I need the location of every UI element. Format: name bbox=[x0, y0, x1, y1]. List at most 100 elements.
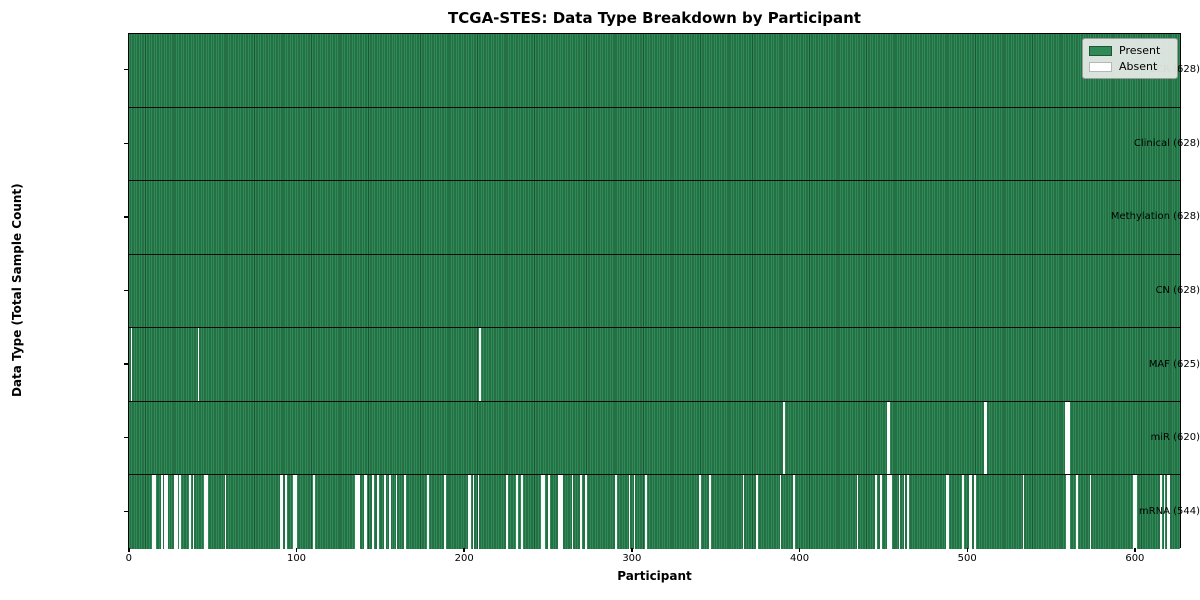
heatmap-row-bcr bbox=[129, 34, 1180, 108]
absent-mark bbox=[756, 475, 758, 549]
absent-mark bbox=[506, 475, 508, 549]
absent-mark bbox=[521, 475, 524, 549]
absent-mark bbox=[395, 475, 398, 549]
x-tick-label-600: 600 bbox=[1125, 553, 1145, 564]
absent-mark bbox=[890, 475, 892, 549]
absent-mark bbox=[615, 475, 617, 549]
absent-mark bbox=[1064, 401, 1067, 475]
absent-mark bbox=[541, 475, 544, 549]
absent-mark bbox=[1067, 475, 1070, 549]
absent-mark bbox=[294, 475, 297, 549]
absent-mark bbox=[152, 475, 155, 549]
absent-mark bbox=[358, 475, 361, 549]
heatmap-plot-area bbox=[128, 33, 1181, 549]
absent-mark bbox=[365, 475, 368, 549]
absent-mark bbox=[224, 475, 227, 549]
absent-mark bbox=[313, 475, 316, 549]
absent-mark bbox=[969, 475, 971, 549]
absent-mark bbox=[189, 475, 192, 549]
absent-mark bbox=[175, 475, 178, 549]
absent-mark bbox=[888, 475, 891, 549]
absent-mark bbox=[516, 475, 518, 549]
absent-mark bbox=[561, 475, 564, 549]
absent-mark bbox=[645, 475, 648, 549]
absent-mark bbox=[197, 328, 200, 401]
absent-mark bbox=[383, 475, 386, 549]
absent-mark bbox=[357, 475, 359, 549]
heatmap-row-mrna bbox=[129, 475, 1180, 549]
absent-mark bbox=[204, 475, 207, 549]
absent-mark bbox=[580, 475, 582, 549]
x-tick-label-500: 500 bbox=[957, 553, 977, 564]
heatmap-row-cn bbox=[129, 254, 1180, 329]
legend-entry-present: Present bbox=[1089, 45, 1170, 56]
absent-mark bbox=[1022, 475, 1025, 549]
y-tick-mark bbox=[124, 510, 128, 512]
y-tick-mark bbox=[124, 289, 128, 292]
absent-mark bbox=[130, 328, 133, 401]
absent-mark bbox=[907, 475, 909, 549]
absent-mark bbox=[903, 475, 906, 549]
legend-label-absent: Absent bbox=[1119, 60, 1158, 73]
absent-mark bbox=[548, 475, 550, 549]
absent-mark bbox=[974, 475, 976, 549]
absent-mark bbox=[477, 475, 480, 549]
x-axis-label: Participant bbox=[617, 569, 692, 583]
absent-mark bbox=[699, 475, 701, 549]
y-axis-label: Data Type (Total Sample Count) bbox=[10, 183, 24, 398]
y-tick-label-mir: miR (620) bbox=[1150, 432, 1200, 444]
absent-mark bbox=[444, 475, 446, 549]
legend: Present Absent bbox=[1082, 38, 1178, 79]
heatmap-row-mir bbox=[129, 401, 1180, 476]
y-tick-mark bbox=[124, 69, 128, 71]
absent-mark bbox=[709, 475, 711, 549]
absent-mark bbox=[558, 475, 560, 549]
absent-mark bbox=[192, 475, 195, 549]
y-tick-label-clinical: Clinical (628) bbox=[1133, 137, 1200, 149]
x-tick-mark bbox=[1134, 548, 1136, 552]
absent-mark bbox=[886, 401, 889, 475]
absent-mark bbox=[1066, 401, 1068, 475]
absent-mark bbox=[355, 475, 358, 549]
absent-mark bbox=[427, 475, 430, 549]
y-tick-mark bbox=[124, 142, 128, 145]
x-tick-mark bbox=[798, 548, 801, 552]
x-tick-label-400: 400 bbox=[789, 553, 810, 564]
absent-mark bbox=[165, 475, 168, 549]
y-tick-label-cn: CN (628) bbox=[1155, 285, 1200, 296]
absent-mark bbox=[1135, 475, 1137, 549]
absent-mark bbox=[1166, 475, 1169, 549]
absent-mark bbox=[962, 475, 965, 549]
absent-mark bbox=[985, 401, 988, 475]
x-tick-label-100: 100 bbox=[286, 553, 307, 564]
heatmap-row-clinical bbox=[129, 107, 1180, 182]
absent-mark bbox=[1133, 475, 1136, 549]
absent-mark bbox=[742, 475, 745, 549]
absent-mark bbox=[1076, 475, 1079, 549]
absent-mark bbox=[543, 475, 545, 549]
absent-mark bbox=[585, 475, 587, 549]
absent-mark bbox=[945, 475, 948, 549]
absent-mark bbox=[284, 475, 287, 549]
x-tick-mark bbox=[295, 548, 298, 552]
absent-mark bbox=[206, 475, 208, 549]
y-tick-label-methylation: Methylation (628) bbox=[1110, 211, 1200, 223]
absent-mark bbox=[363, 475, 366, 549]
x-tick-mark bbox=[966, 548, 968, 552]
absent-mark bbox=[154, 475, 156, 549]
absent-mark bbox=[279, 475, 282, 549]
x-tick-mark bbox=[463, 548, 465, 552]
y-tick-mark bbox=[124, 436, 128, 439]
absent-mark bbox=[472, 475, 475, 549]
x-tick-label-300: 300 bbox=[622, 553, 642, 564]
absent-mark bbox=[880, 475, 882, 549]
absent-mark bbox=[970, 475, 973, 549]
absent-mark bbox=[388, 475, 391, 549]
absent-mark bbox=[160, 475, 163, 549]
absent-mark bbox=[947, 475, 949, 549]
absent-mark bbox=[1066, 475, 1068, 549]
absent-mark bbox=[179, 475, 181, 549]
absent-mark bbox=[293, 475, 295, 549]
absent-mark bbox=[628, 475, 631, 549]
